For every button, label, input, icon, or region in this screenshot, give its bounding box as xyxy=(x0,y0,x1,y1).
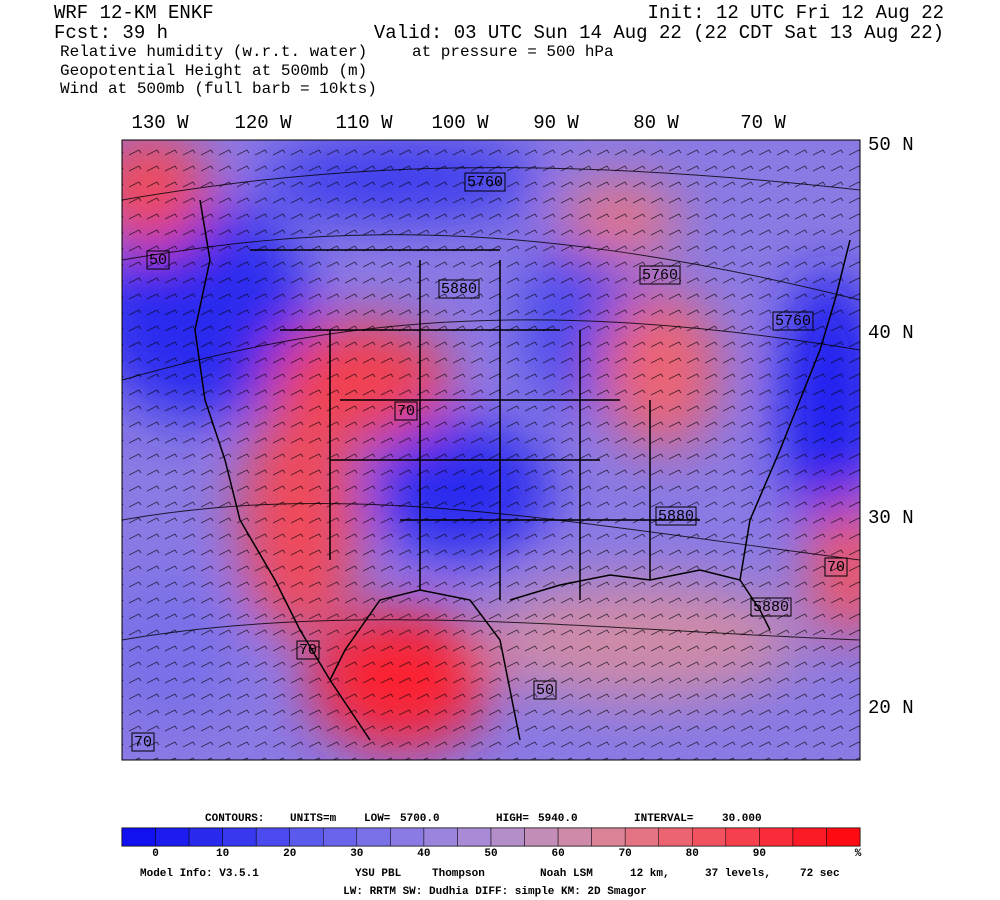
contour-label-box xyxy=(464,172,506,192)
footer-text: Model Info: V3.5.1 xyxy=(140,868,259,880)
header-text: Wind at 500mb (full barb = 10kts) xyxy=(60,80,377,98)
colorbar-swatch xyxy=(423,827,458,847)
header-text: Relative humidity (w.r.t. water) xyxy=(60,43,367,61)
contour-label-box xyxy=(750,597,792,617)
header-text: Valid: 03 UTC Sun 14 Aug 22 (22 CDT Sat … xyxy=(374,22,944,44)
footer-text: Noah LSM xyxy=(540,868,593,880)
colorbar-swatch xyxy=(557,827,592,847)
latitude-label: 20 N xyxy=(868,697,914,719)
colorbar-label: % xyxy=(855,848,862,860)
colorbar-label: 70 xyxy=(619,848,632,860)
footer-text: 37 levels, xyxy=(705,868,771,880)
colorbar-swatch xyxy=(725,827,760,847)
header-text: Fcst: 39 h xyxy=(54,22,168,44)
contour-label: 5760 xyxy=(642,267,678,284)
footer-text: 72 sec xyxy=(800,868,840,880)
contour-info: CONTOURS: xyxy=(205,813,264,825)
contour-label: 70 xyxy=(827,559,845,576)
contour-label-box xyxy=(438,279,480,299)
colorbar-swatch xyxy=(658,827,693,847)
contour-label-box xyxy=(772,311,814,331)
colorbar-swatch xyxy=(792,827,827,847)
contour-info: HIGH= xyxy=(496,813,529,825)
contour-info: 5940.0 xyxy=(538,813,578,825)
latitude-label: 30 N xyxy=(868,507,914,529)
footer-text: Thompson xyxy=(432,868,485,880)
contour-label: 70 xyxy=(134,734,152,751)
colorbar-swatch xyxy=(255,827,290,847)
colorbar-label: 50 xyxy=(484,848,497,860)
contour-label: 5760 xyxy=(467,174,503,191)
colorbar-swatch xyxy=(457,827,492,847)
longitude-label: 90 W xyxy=(533,112,579,134)
colorbar-swatch xyxy=(591,827,626,847)
header-text: at pressure = 500 hPa xyxy=(412,43,614,61)
colorbar-swatch xyxy=(490,827,525,847)
colorbar-swatch xyxy=(289,827,324,847)
contour-info: LOW= xyxy=(364,813,391,825)
colorbar-label: 10 xyxy=(216,848,229,860)
header-text: WRF 12-KM ENKF xyxy=(54,2,214,24)
latitude-label: 40 N xyxy=(868,322,914,344)
contour-info: 5700.0 xyxy=(400,813,440,825)
colorbar-label: 0 xyxy=(152,848,159,860)
contour-label: 50 xyxy=(149,252,167,269)
colorbar-swatch xyxy=(155,827,190,847)
colorbar-swatch xyxy=(692,827,727,847)
contour-label: 70 xyxy=(299,642,317,659)
longitude-label: 130 W xyxy=(131,112,189,134)
contour-label-box xyxy=(655,506,697,526)
contour-label-box xyxy=(146,250,170,270)
contour-label-box xyxy=(533,680,557,700)
contour-label-box xyxy=(639,265,681,285)
colorbar-swatch xyxy=(121,827,156,847)
contour-label-box xyxy=(394,401,418,421)
colorbar-swatch xyxy=(826,827,861,847)
contour-info: UNITS=m xyxy=(290,813,337,825)
colorbar-swatch xyxy=(624,827,659,847)
colorbar-label: 80 xyxy=(686,848,699,860)
colorbar-label: 20 xyxy=(283,848,296,860)
colorbar-swatch xyxy=(323,827,358,847)
contour-info: INTERVAL= xyxy=(634,813,694,825)
colorbar-swatch xyxy=(390,827,425,847)
header-text: Geopotential Height at 500mb (m) xyxy=(60,62,367,80)
footer-text: LW: RRTM SW: Dudhia DIFF: simple KM: 2D … xyxy=(343,886,647,898)
contour-label: 5880 xyxy=(658,508,694,525)
footer-text: YSU PBL xyxy=(355,868,402,880)
longitude-label: 100 W xyxy=(431,112,489,134)
latitude-label: 50 N xyxy=(868,134,914,156)
colorbar-swatch xyxy=(222,827,257,847)
contour-label-box xyxy=(131,732,155,752)
colorbar-swatch xyxy=(356,827,391,847)
colorbar-swatch xyxy=(188,827,223,847)
contour-label: 5880 xyxy=(441,281,477,298)
longitude-label: 80 W xyxy=(633,112,679,134)
contour-label: 50 xyxy=(536,682,554,699)
colorbar-label: 30 xyxy=(350,848,363,860)
map-frame xyxy=(121,139,861,761)
colorbar-swatch xyxy=(759,827,794,847)
longitude-label: 110 W xyxy=(335,112,393,134)
contour-label: 70 xyxy=(397,403,415,420)
colorbar-label: 40 xyxy=(417,848,430,860)
contour-label: 5880 xyxy=(753,599,789,616)
colorbar-swatch xyxy=(524,827,559,847)
longitude-label: 70 W xyxy=(740,112,786,134)
longitude-label: 120 W xyxy=(234,112,292,134)
contour-label-box xyxy=(824,557,848,577)
colorbar-label: 90 xyxy=(753,848,766,860)
contour-label-box xyxy=(296,640,320,660)
header-text: Init: 12 UTC Fri 12 Aug 22 xyxy=(648,2,944,24)
footer-text: 12 km, xyxy=(630,868,670,880)
colorbar-label: 60 xyxy=(551,848,564,860)
contour-info: 30.000 xyxy=(722,813,762,825)
map xyxy=(122,140,860,760)
contour-label: 5760 xyxy=(775,313,811,330)
